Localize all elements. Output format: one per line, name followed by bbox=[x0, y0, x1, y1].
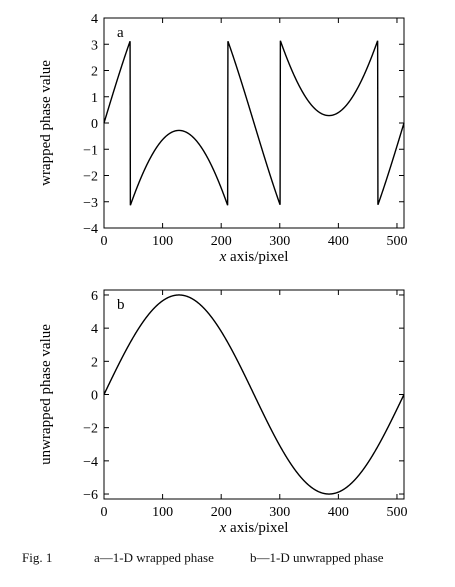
x-tick-label-b: 100 bbox=[152, 505, 173, 520]
x-tick-label-a: 200 bbox=[211, 234, 232, 249]
x-tick-label-a: 300 bbox=[269, 234, 290, 249]
panel-a: 0 100 200 300 400 500 −4 −3 −2 −1 0 1 2 3 4 a x axis/p… bbox=[38, 12, 407, 265]
ticks-b: 0 100 200 300 400 500 −6 −4 −2 0 2 4 6 bbox=[83, 289, 407, 520]
ticks-a: 0 100 200 300 400 500 −4 −3 −2 −1 0 1 2 3 4 bbox=[83, 12, 407, 249]
y-tick-label-b: 4 bbox=[91, 322, 98, 337]
y-tick-label-a: 4 bbox=[91, 12, 98, 27]
x-tick-label-b: 0 bbox=[101, 505, 108, 520]
y-tick-label-a: −1 bbox=[83, 143, 98, 158]
y-tick-label-a: 2 bbox=[91, 65, 98, 80]
x-tick-label-b: 200 bbox=[211, 505, 232, 520]
y-tick-label-a: 0 bbox=[91, 117, 98, 132]
y-tick-label-b: −6 bbox=[83, 488, 98, 503]
wrapped-phase-line bbox=[103, 40, 405, 206]
y-tick-label-a: 1 bbox=[91, 91, 98, 106]
y-tick-label-b: −4 bbox=[83, 455, 98, 470]
y-tick-label-b: 6 bbox=[91, 289, 98, 304]
y-tick-label-b: 0 bbox=[91, 389, 98, 404]
panel-b: 0 100 200 300 400 500 −6 −4 −2 0 2 4 6 b x axis/pixe… bbox=[38, 289, 407, 536]
y-tick-label-b: −2 bbox=[83, 422, 98, 437]
y-tick-label-a: −4 bbox=[83, 222, 98, 237]
x-tick-label-b: 400 bbox=[328, 505, 349, 520]
x-tick-label-b: 300 bbox=[269, 505, 290, 520]
y-tick-label-a: −3 bbox=[83, 196, 98, 211]
x-tick-label-a: 100 bbox=[152, 234, 173, 249]
y-axis-label-a: wrapped phase value bbox=[38, 60, 54, 186]
x-tick-label-a: 400 bbox=[328, 234, 349, 249]
x-axis-label-b: x axis/pixel bbox=[219, 520, 289, 536]
y-axis-label-b: unwrapped phase value bbox=[38, 324, 54, 465]
panel-label-a: a bbox=[117, 25, 124, 41]
y-tick-label-b: 2 bbox=[91, 355, 98, 370]
y-tick-label-a: −2 bbox=[83, 170, 98, 185]
caption-part-b: b—1-D unwrapped phase bbox=[250, 550, 384, 565]
x-tick-label-b: 500 bbox=[386, 505, 407, 520]
caption-fig-number: Fig. 1 bbox=[22, 550, 53, 565]
unwrapped-phase-line bbox=[103, 294, 405, 495]
caption-part-a: a—1-D wrapped phase bbox=[94, 550, 214, 565]
x-tick-label-a: 0 bbox=[101, 234, 108, 249]
y-tick-label-a: 3 bbox=[91, 38, 98, 53]
x-tick-label-a: 500 bbox=[386, 234, 407, 249]
x-axis-label-a: x axis/pixel bbox=[219, 249, 289, 265]
panel-label-b: b bbox=[117, 297, 125, 313]
